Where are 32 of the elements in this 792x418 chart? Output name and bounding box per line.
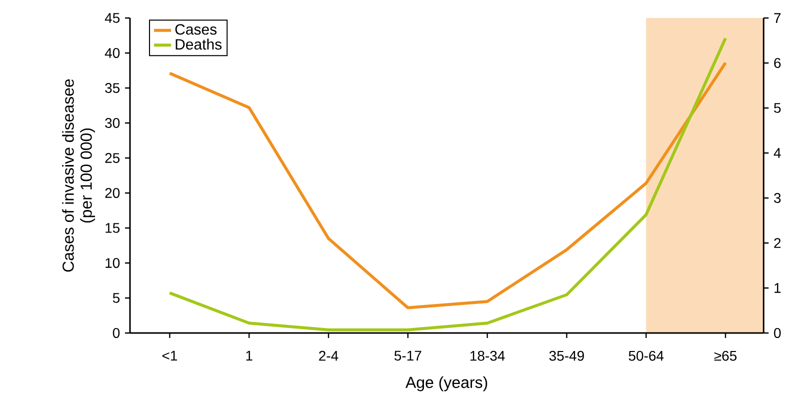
y2-tick-label: 3 [774, 193, 781, 203]
x-tick-label: 50-64 [628, 350, 664, 361]
y-tick-label: 0 [112, 328, 120, 338]
legend-label: Cases [175, 24, 217, 35]
y-tick-label: 35 [105, 83, 120, 93]
y-tick-label: 25 [105, 153, 120, 163]
y-tick-label: 40 [104, 48, 120, 58]
x-tick-label: <1 [162, 350, 177, 360]
x-tick-label: ≥65 [714, 350, 737, 361]
y2-tick-label: 7 [774, 13, 781, 23]
x-axis-title: Age (years) [405, 376, 488, 392]
x-tick-label: 18-34 [470, 350, 505, 361]
y-tick-label: 5 [112, 293, 120, 303]
line-series [168, 36, 727, 332]
y2-tick-label: 6 [774, 58, 781, 68]
legend-label: Deaths [176, 38, 222, 50]
y-tick-label: 45 [104, 13, 120, 23]
y-tick-label: 30 [105, 118, 120, 128]
y2-tick-label: 1 [774, 283, 781, 293]
x-tick-label: 35-49 [549, 350, 584, 361]
y-tick-label: 15 [106, 223, 120, 233]
line-series [168, 61, 727, 310]
y2-tick-label: 5 [774, 103, 781, 113]
x-tick-label: 5-17 [394, 350, 422, 361]
y-tick-label: 20 [105, 188, 120, 198]
y2-tick-label: 4 [774, 148, 781, 158]
x-tick-label: 1 [246, 350, 252, 360]
y-tick-label: 10 [106, 258, 120, 268]
x-tick-label: 2-4 [319, 350, 338, 361]
y2-tick-label: 0 [774, 328, 781, 338]
y-axis-title: Cases of invasive diseasee (per 100 000) [62, 79, 96, 272]
y2-tick-label: 2 [774, 238, 781, 248]
